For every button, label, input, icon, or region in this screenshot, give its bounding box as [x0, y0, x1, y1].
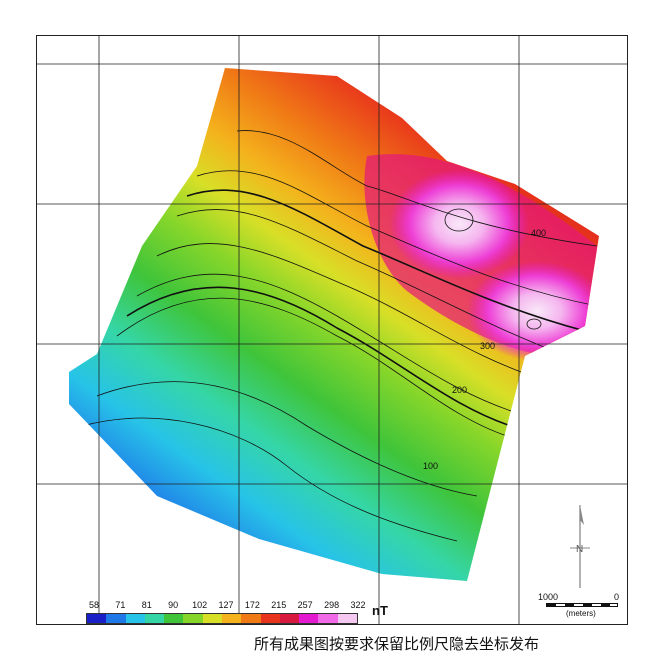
legend-swatch	[279, 614, 300, 623]
contour-label-300: 300	[480, 341, 495, 351]
legend-swatch	[125, 614, 145, 623]
legend-tick-label: 90	[168, 600, 179, 610]
legend-tick-label: 81	[141, 600, 152, 610]
legend-swatch	[299, 614, 319, 623]
north-label: N	[576, 544, 583, 555]
legend-swatch	[241, 614, 261, 623]
legend-tick-label: 71	[115, 600, 126, 610]
map-frame: 400 300 200 100	[36, 35, 628, 625]
legend-swatch	[87, 614, 107, 623]
legend-unit: nT	[372, 603, 388, 618]
legend-tick-label: 215	[271, 600, 287, 610]
legend-swatch	[260, 614, 280, 623]
legend-tick-label: 298	[324, 600, 340, 610]
legend-swatch	[337, 614, 357, 623]
legend-swatch	[144, 614, 165, 623]
legend-color-bar	[86, 613, 358, 624]
magnetic-anomaly-map: 400 300 200 100	[37, 36, 627, 624]
legend-swatch	[183, 614, 203, 623]
contour-label-100: 100	[423, 461, 438, 471]
legend-tick-label: 322	[350, 600, 366, 610]
legend-tick-label: 172	[244, 600, 260, 610]
contour-label-400: 400	[531, 228, 546, 238]
legend-swatch	[164, 614, 184, 623]
legend-swatch	[106, 614, 126, 623]
scale-right-label: 0	[614, 592, 620, 602]
legend-swatch	[318, 614, 338, 623]
scale-left-label: 1000	[538, 592, 559, 602]
north-arrow-icon: N	[570, 505, 590, 588]
legend-swatch	[202, 614, 222, 623]
color-legend: 58 71 81 90 102 127 172 215 257 298 322	[86, 600, 366, 624]
legend-tick-label: 102	[192, 600, 208, 610]
scale-unit-label: (meters)	[566, 609, 596, 618]
scale-bar-graphic	[546, 603, 618, 607]
legend-tick-label: 257	[297, 600, 313, 610]
caption: 所有成果图按要求保留比例尺隐去坐标发布	[254, 635, 540, 653]
legend-swatch	[221, 614, 242, 623]
contour-label-200: 200	[452, 385, 467, 395]
legend-tick-label: 58	[88, 600, 100, 610]
legend-tick-label: 127	[218, 600, 234, 610]
scale-bar: 1000 0 (meters)	[538, 590, 624, 620]
